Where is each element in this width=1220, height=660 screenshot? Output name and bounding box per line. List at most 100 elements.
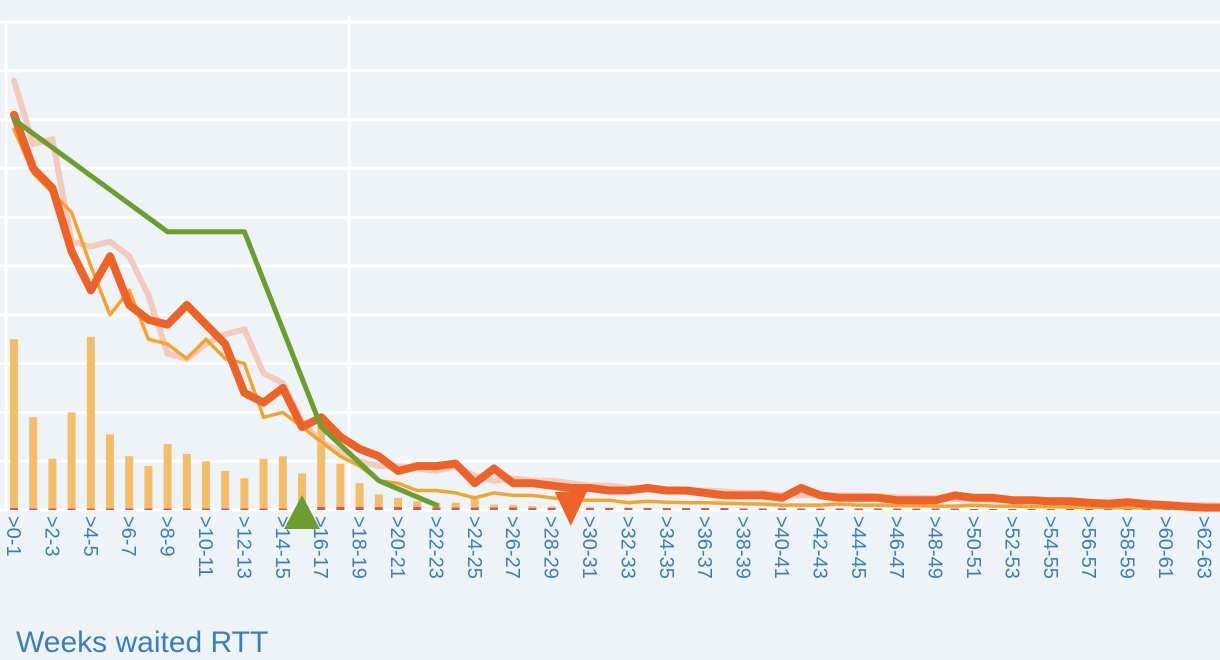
small-bar-17 [336, 507, 345, 510]
x-tick-label: >52-53 [1000, 516, 1022, 579]
markers [284, 492, 587, 529]
bar-21 [413, 501, 422, 510]
bar-8 [163, 444, 172, 510]
small-bar-10 [202, 508, 210, 510]
small-bar-28 [547, 508, 556, 510]
x-tick-label: >22-23 [424, 516, 446, 579]
small-bar-57 [1104, 509, 1113, 510]
marker-triangle-down [554, 492, 587, 526]
bar-0 [10, 339, 18, 510]
x-tick-label: >12-13 [232, 516, 254, 579]
x-tick-label: >6-7 [117, 516, 139, 557]
x-tick-label: >0-1 [2, 516, 24, 557]
small-bar-23 [451, 507, 460, 510]
small-bar-51 [989, 509, 998, 510]
bar-23 [451, 502, 460, 510]
x-tick-label: >26-27 [501, 516, 523, 579]
bar-12 [240, 478, 249, 510]
x-tick-label: >30-31 [578, 516, 600, 579]
bar-24 [470, 497, 479, 510]
small-bar-22 [432, 507, 441, 510]
small-bar-41 [797, 508, 806, 510]
small-bar-36 [701, 508, 710, 510]
small-bar-4 [86, 508, 95, 510]
series-line-step [11, 117, 439, 508]
small-bar-27 [528, 508, 537, 510]
small-bar-12 [240, 508, 249, 510]
x-tick-label: >34-35 [655, 516, 677, 579]
small-bar-47 [912, 508, 921, 510]
x-tick-label: >18-19 [348, 516, 370, 579]
bar-3 [67, 412, 76, 510]
bar-18 [355, 483, 364, 510]
small-bar-35 [682, 508, 690, 510]
x-tick-label: >56-57 [1077, 516, 1099, 579]
small-bar-56 [1085, 509, 1094, 510]
small-bar-3 [67, 508, 76, 510]
small-bar-38 [739, 508, 748, 510]
small-bar-21 [413, 507, 422, 510]
bar-7 [144, 466, 153, 510]
small-bar-33 [643, 508, 652, 510]
small-bar-46 [893, 508, 902, 510]
small-bar-37 [720, 508, 729, 510]
x-tick-label: >38-39 [732, 516, 754, 579]
small-bar-7 [144, 508, 153, 510]
small-bar-31 [605, 508, 614, 510]
x-tick-label: >32-33 [616, 516, 638, 579]
small-bar-13 [259, 508, 268, 510]
x-axis-title: Weeks waited RTT [16, 626, 268, 659]
small-bar-48 [931, 508, 940, 510]
small-bar-58 [1123, 509, 1132, 510]
x-tick-label: >58-59 [1116, 516, 1138, 579]
bar-15 [298, 473, 306, 510]
bar-11 [221, 470, 230, 510]
x-tick-label: >10-11 [194, 516, 216, 577]
small-bar-44 [854, 508, 863, 510]
small-bar-49 [950, 508, 959, 510]
bar-4 [86, 336, 95, 510]
bar-14 [278, 456, 287, 510]
bar-13 [259, 458, 268, 510]
x-tick-labels: >0-1 >2-3 >4-5 >6-7 >8-9 >10-11 >12-13 >14-15 >1… [2, 516, 1214, 579]
x-tick-label: >40-41 [770, 516, 792, 579]
small-bar-16 [317, 507, 326, 510]
series-line-thin [12, 127, 1220, 510]
small-bar-43 [835, 508, 844, 510]
x-tick-label: >46-47 [885, 516, 907, 579]
x-tick-label: >48-49 [924, 516, 946, 579]
bar-16 [317, 414, 326, 510]
small-bar-1 [29, 508, 38, 510]
small-bar-34 [662, 508, 671, 510]
x-tick-label: >42-43 [808, 516, 830, 579]
line-series [10, 77, 1220, 512]
x-tick-label: >20-21 [386, 516, 408, 579]
x-tick-label: >44-45 [847, 516, 869, 579]
x-tick-label: >54-55 [1039, 516, 1061, 579]
small-bar-20 [394, 507, 402, 510]
small-bar-42 [816, 508, 825, 510]
small-bar-59 [1142, 509, 1151, 510]
small-bar-55 [1066, 509, 1074, 510]
x-tick-label: >8-9 [156, 516, 178, 557]
small-bar-18 [355, 507, 364, 510]
small-bar-6 [125, 508, 134, 510]
small-bar-9 [182, 508, 191, 510]
small-bar-8 [163, 508, 172, 510]
bar-2 [48, 458, 57, 510]
small-bar-24 [470, 507, 479, 510]
small-bar-0 [10, 508, 18, 510]
x-tick-label: >36-37 [693, 516, 715, 579]
small-bar-11 [221, 508, 230, 510]
x-tick-label: >60-61 [1154, 516, 1176, 579]
x-tick-label: >14-15 [271, 516, 293, 579]
gridlines [0, 16, 1220, 512]
bar-6 [125, 456, 134, 510]
small-bar-2 [48, 508, 57, 510]
small-bar-19 [374, 507, 383, 510]
small-bar-50 [970, 509, 978, 510]
small-bar-25 [490, 507, 498, 510]
marker-triangle-up [284, 495, 320, 529]
bar-17 [336, 463, 345, 510]
